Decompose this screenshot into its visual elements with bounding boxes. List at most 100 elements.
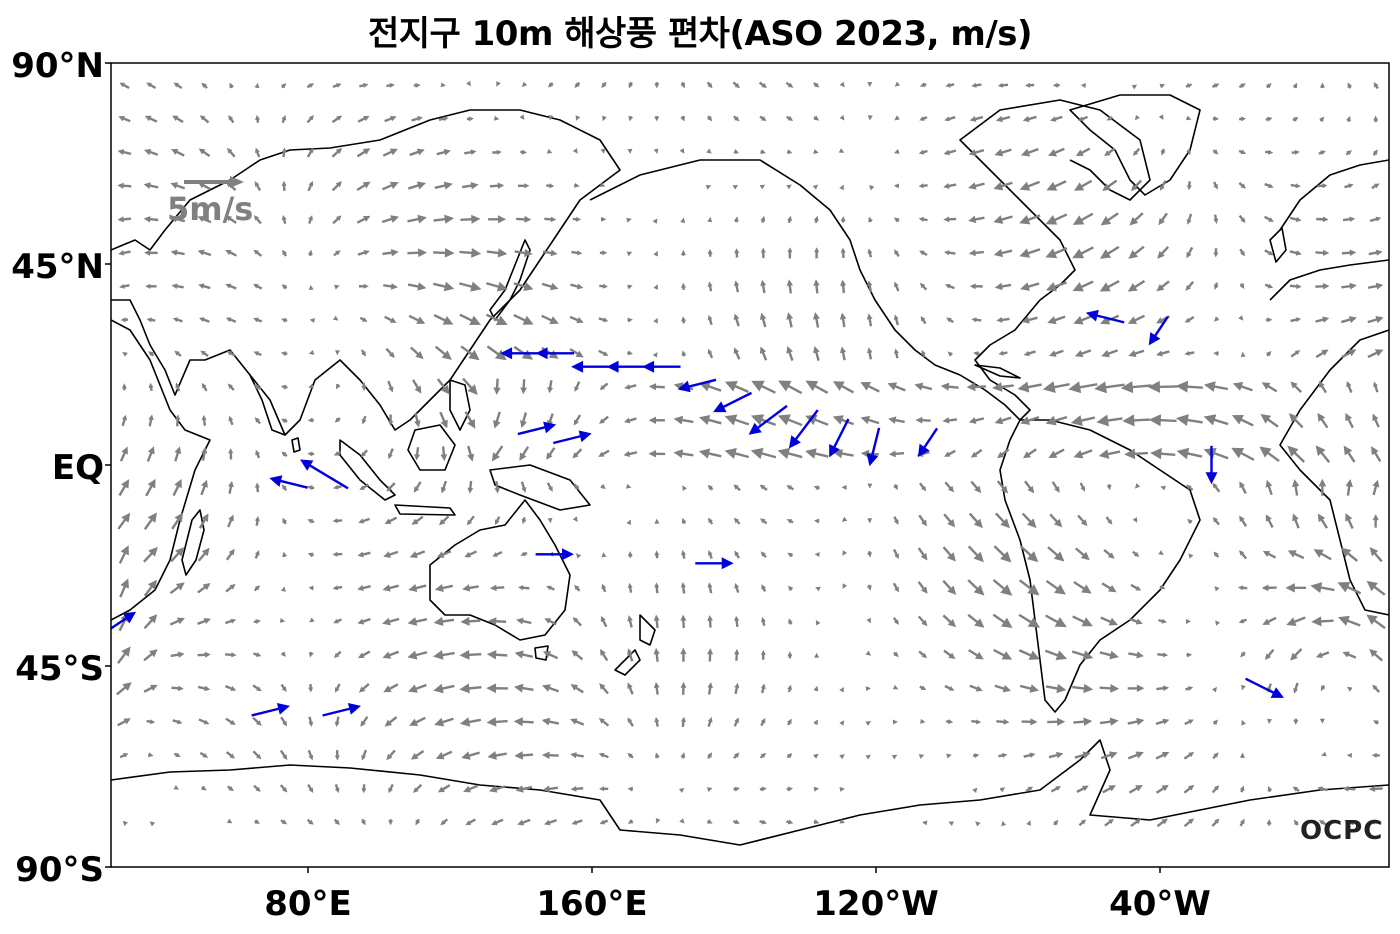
- wind-arrow: [968, 249, 984, 257]
- wind-arrow: [994, 684, 1011, 693]
- wind-arrow: [411, 116, 423, 122]
- wind-arrow: [1367, 282, 1384, 290]
- wind-arrow: [707, 484, 714, 491]
- wind-arrow: [516, 215, 532, 223]
- wind-arrow: [118, 250, 131, 256]
- wind-arrow: [814, 552, 820, 558]
- wind-arrow: [225, 249, 237, 257]
- wind-arrow: [1287, 445, 1306, 463]
- wind-arrow: [280, 716, 288, 727]
- wind-arrow: [760, 717, 766, 727]
- wind-arrow: [358, 517, 370, 524]
- x-tick-160e: 160°E: [536, 884, 648, 924]
- wind-arrow: [1260, 413, 1279, 428]
- wind-arrow: [541, 717, 560, 726]
- wind-arrow: [893, 149, 900, 154]
- wind-arrow: [601, 583, 607, 593]
- wind-arrow: [733, 216, 739, 223]
- wind-arrow: [971, 82, 982, 88]
- wind-arrow: [407, 650, 428, 660]
- wind-arrow: [868, 216, 873, 223]
- wind-arrow: [681, 549, 686, 559]
- wind-arrow: [146, 719, 156, 725]
- wind-arrow: [892, 684, 899, 690]
- wind-arrow: [253, 585, 261, 592]
- wind-arrow: [1186, 149, 1192, 156]
- wind-arrow: [1345, 513, 1354, 530]
- wind-arrow: [840, 216, 846, 223]
- wind-arrow: [1184, 315, 1195, 323]
- wind-arrow: [334, 784, 340, 794]
- wind-anomaly-arrows-gray: [116, 80, 1386, 828]
- wind-arrow: [734, 248, 740, 258]
- wind-arrow: [331, 147, 343, 158]
- wind-arrow: [143, 512, 157, 530]
- wind-arrow: [225, 652, 237, 658]
- wind-arrow: [386, 482, 396, 492]
- wind-arrow: [598, 449, 610, 457]
- coastline-madagascar: [181, 509, 205, 576]
- wind-arrow: [1176, 447, 1203, 460]
- wind-arrow: [942, 417, 958, 424]
- wind-arrow: [546, 148, 553, 154]
- wind-arrow: [201, 785, 207, 791]
- wind-arrow: [1127, 751, 1144, 760]
- wind-arrow: [225, 583, 236, 593]
- wind-arrow: [599, 182, 606, 187]
- wind-arrow: [867, 82, 873, 88]
- wind-arrow: [919, 82, 927, 88]
- wind-arrow: [1048, 147, 1065, 157]
- wind-arrow: [513, 282, 534, 292]
- wind-arrow: [407, 617, 428, 626]
- wind-arrow: [1239, 818, 1245, 827]
- wind-arrow: [1127, 279, 1146, 292]
- wind-arrow: [381, 215, 400, 224]
- wind-arrow: [627, 284, 633, 290]
- wind-arrow: [1213, 350, 1219, 356]
- wind-arrow: [840, 247, 846, 259]
- wind-arrow: [839, 346, 847, 361]
- wind-arrow: [971, 719, 982, 725]
- wind-arrow: [1287, 550, 1305, 560]
- wind-arrow: [388, 783, 394, 794]
- wind-arrow: [547, 380, 554, 394]
- wind-arrow: [1044, 649, 1068, 661]
- wind-arrow: [307, 417, 314, 423]
- wind-arrow: [894, 281, 900, 292]
- wind-arrow: [1158, 550, 1164, 556]
- wind-arrow: [1319, 82, 1325, 89]
- wind-arrow: [966, 382, 987, 392]
- wind-arrow: [786, 149, 793, 155]
- wind-arrow: [888, 450, 905, 458]
- wind-arrow: [623, 417, 637, 424]
- wind-arrow: [383, 283, 398, 290]
- wind-arrow: [1096, 414, 1123, 427]
- wind-arrow: [121, 414, 127, 427]
- wind-arrow: [1266, 819, 1272, 826]
- wind-arrow: [385, 347, 395, 358]
- wind-arrow: [598, 752, 609, 759]
- wind-arrow: [280, 384, 288, 390]
- wind-arrow: [415, 818, 421, 826]
- wind-arrow: [943, 649, 956, 659]
- wind-arrow: [541, 751, 559, 760]
- significant-wind-arrow: [1205, 445, 1218, 485]
- wind-arrow: [894, 115, 900, 121]
- significant-wind-arrow: [552, 430, 592, 445]
- coastline-uk: [1269, 227, 1287, 263]
- significant-wind-arrow: [695, 557, 734, 570]
- wind-arrow: [1099, 717, 1119, 726]
- wind-arrow: [357, 249, 370, 256]
- wind-arrow: [1238, 214, 1246, 223]
- wind-arrow: [145, 283, 157, 289]
- wind-arrow: [542, 249, 558, 257]
- wind-arrow: [840, 279, 847, 294]
- wind-arrow: [1129, 617, 1143, 625]
- wind-arrow: [733, 484, 741, 492]
- wind-arrow: [119, 578, 129, 598]
- wind-arrow: [254, 550, 260, 559]
- wind-arrow: [968, 148, 985, 156]
- wind-arrow: [707, 582, 713, 594]
- wind-arrow: [1045, 683, 1067, 694]
- wind-arrow: [332, 551, 343, 557]
